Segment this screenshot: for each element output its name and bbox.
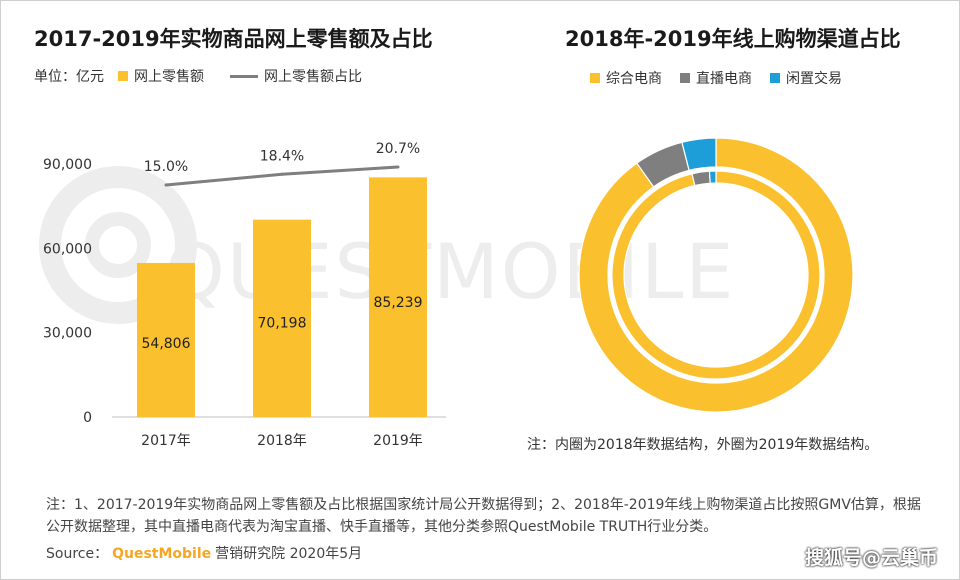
line-legend-swatch: [230, 74, 258, 78]
bar-legend-swatch: [118, 71, 128, 81]
corner-watermark: 搜狐号@云巢币: [804, 547, 938, 569]
comprehensive-legend-label: 综合电商: [606, 71, 662, 87]
comprehensive-legend-swatch: [590, 73, 600, 83]
live-legend-label: 直播电商: [696, 71, 752, 87]
idle-legend-swatch: [770, 73, 780, 83]
idle-legend-label: 闲置交易: [786, 71, 842, 87]
footnote: 注：1、2017-2019年实物商品网上零售额及占比根据国家统计局公开数据得到；…: [46, 497, 921, 535]
unit-label: 单位：亿元: [34, 69, 104, 85]
right-legend: 综合电商 直播电商 闲置交易: [590, 68, 842, 88]
source-suffix: 营销研究院 2020年5月: [215, 546, 363, 562]
source-line: Source： QuestMobile 营销研究院 2020年5月: [46, 543, 362, 563]
source-label: Source：: [46, 546, 109, 562]
bar-legend-label: 网上零售额: [134, 69, 204, 85]
source-brand: QuestMobile: [112, 546, 212, 562]
left-chart-title: 2017-2019年实物商品网上零售额及占比: [34, 27, 433, 51]
left-legend: 单位：亿元 网上零售额 网上零售额占比: [34, 66, 362, 86]
donut-note: 注：内圈为2018年数据结构，外圈为2019年数据结构。: [527, 437, 879, 453]
live-legend-swatch: [680, 73, 690, 83]
right-chart-title: 2018年-2019年线上购物渠道占比: [565, 27, 901, 51]
line-legend-label: 网上零售额占比: [264, 69, 362, 85]
